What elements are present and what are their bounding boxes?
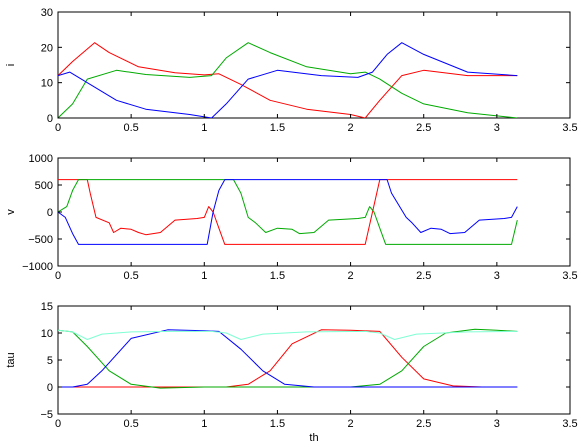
y-tick-label: 10 — [41, 78, 53, 90]
x-tick-label: 3.5 — [562, 418, 577, 430]
x-tick-label: 2.5 — [416, 418, 431, 430]
y-axis-label: i — [5, 64, 17, 66]
y-tick-label: 0 — [47, 382, 53, 394]
x-tick-label: 3.5 — [562, 122, 577, 134]
x-tick-label: 0.5 — [123, 122, 138, 134]
y-tick-label: 500 — [35, 180, 53, 192]
x-tick-label: 1.5 — [270, 122, 285, 134]
x-tick-label: 1 — [201, 270, 207, 282]
x-tick-label: 0.5 — [123, 418, 138, 430]
y-tick-label: 0 — [47, 113, 53, 125]
x-tick-label: 1 — [201, 418, 207, 430]
x-tick-label: 1.5 — [270, 270, 285, 282]
x-tick-label: 2.5 — [416, 122, 431, 134]
x-tick-label: 2 — [348, 122, 354, 134]
y-tick-label: −1000 — [22, 261, 53, 273]
y-tick-label: 20 — [41, 42, 53, 54]
subplot-1: 0 0.5 1 1.5 2 2.5 3 3.5 0 10 20 30 i — [5, 7, 578, 134]
series-line-3 — [58, 179, 518, 245]
series-line-1 — [58, 42, 518, 118]
y-axis-label: tau — [5, 352, 17, 367]
series-line-4 — [58, 329, 518, 340]
x-tick-label: 2 — [348, 418, 354, 430]
series-line-2 — [58, 179, 518, 245]
y-tick-label: 15 — [41, 301, 53, 313]
subplot-2: 0 0.5 1 1.5 2 2.5 3 3.5 −1000 −500 0 500 1000 v — [5, 153, 578, 282]
series-line-3 — [58, 329, 518, 388]
x-tick-label: 1.5 — [270, 418, 285, 430]
y-axis-label: v — [5, 209, 17, 215]
series-line-2 — [58, 42, 518, 118]
x-tick-label: 3 — [494, 418, 500, 430]
x-tick-label: 2 — [348, 270, 354, 282]
x-tick-label: 0.5 — [123, 270, 138, 282]
x-tick-label: 3.5 — [562, 270, 577, 282]
x-tick-label: 2.5 — [416, 270, 431, 282]
y-tick-label: 1000 — [29, 153, 53, 165]
series-line-1 — [58, 179, 518, 245]
y-tick-label: −5 — [40, 409, 53, 421]
x-axis-label: th — [309, 432, 318, 444]
x-tick-label: 0 — [55, 418, 61, 430]
axes-frame — [57, 305, 571, 415]
x-tick-label: 3 — [494, 122, 500, 134]
y-tick-label: 5 — [47, 355, 53, 367]
x-tick-label: 0 — [55, 270, 61, 282]
y-tick-label: 30 — [41, 7, 53, 19]
axes-frame — [57, 157, 571, 267]
series-line-3 — [58, 42, 518, 118]
x-tick-label: 3 — [494, 270, 500, 282]
x-tick-label: 1 — [201, 122, 207, 134]
y-tick-label: 0 — [47, 207, 53, 219]
y-tick-label: −500 — [28, 234, 53, 246]
x-tick-label: 0 — [55, 122, 61, 134]
y-tick-label: 10 — [41, 328, 53, 340]
axes-frame — [57, 11, 571, 119]
